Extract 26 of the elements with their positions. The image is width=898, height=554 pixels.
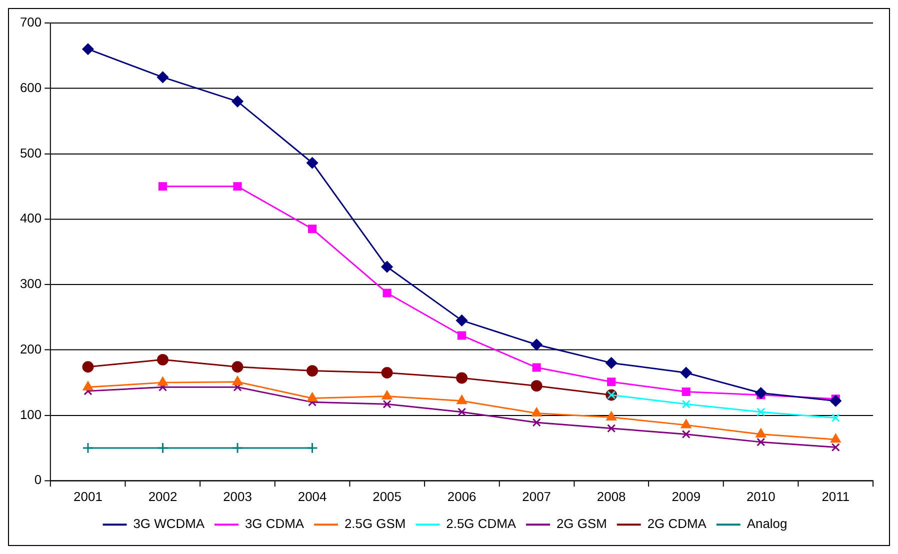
y-tick-label: 100 (20, 406, 42, 422)
x-tick-label: 2007 (522, 488, 552, 504)
y-tick-label: 700 (20, 14, 42, 30)
x-tick-label: 2011 (822, 488, 850, 504)
y-tick-label: 300 (20, 276, 42, 292)
legend-label: 2G GSM (556, 516, 607, 532)
y-tick-label: 600 (20, 80, 42, 95)
x-tick-label: 2001 (74, 488, 102, 504)
y-tick-label: 400 (20, 210, 42, 226)
x-tick-label: 2002 (148, 488, 178, 504)
x-tick-label: 2005 (372, 488, 402, 504)
legend-label: 2G CDMA (647, 516, 707, 532)
y-tick-label: 200 (20, 341, 42, 356)
x-tick-label: 2003 (223, 488, 252, 504)
y-tick-label: 0 (34, 472, 42, 488)
legend-label: 3G CDMA (244, 516, 304, 532)
legend-label: Analog (746, 516, 788, 532)
legend-label: 2.5G GSM (344, 516, 406, 532)
legend-label: 3G WCDMA (133, 516, 205, 532)
y-tick-label: 500 (20, 145, 42, 160)
x-tick-label: 2010 (746, 488, 776, 504)
x-tick-label: 2009 (672, 488, 701, 504)
x-tick-label: 2004 (298, 488, 327, 504)
x-tick-label: 2008 (596, 488, 626, 504)
legend-label: 2.5G CDMA (446, 516, 516, 532)
x-tick-label: 2006 (447, 488, 476, 504)
